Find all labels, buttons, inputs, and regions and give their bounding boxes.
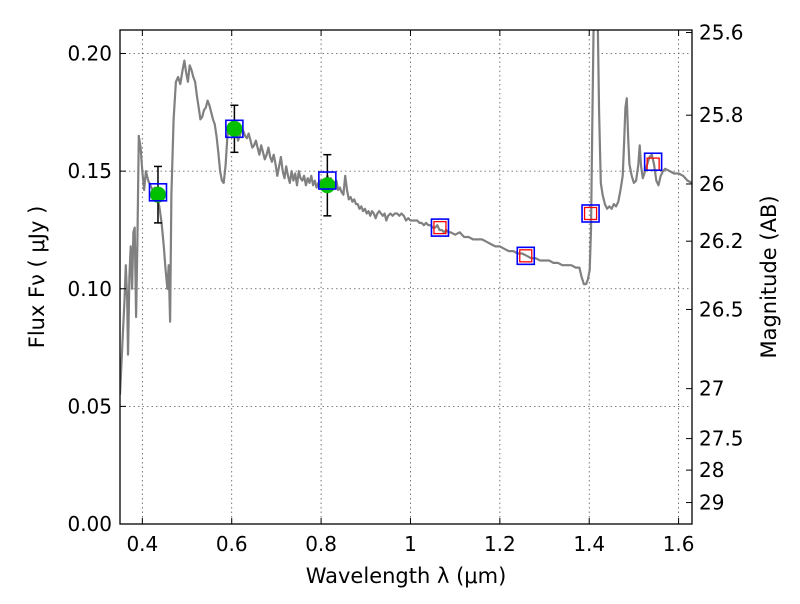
x-axis-label: Wavelength λ (μm)	[306, 564, 507, 588]
upper-limit-marker	[519, 249, 533, 263]
mag-tick-label: 27.5	[699, 427, 744, 451]
model-flux-box	[148, 183, 168, 202]
x-tick-label: 0.4	[126, 532, 158, 556]
ticks: 0.4 0.6 0.8 1 1.2 1.4 1.6 0.00 0.05 0.10 0.15 0.20 2…	[67, 21, 743, 556]
mag-tick-label: 26.2	[699, 229, 744, 253]
mag-tick-label: 29	[699, 491, 724, 515]
mag-tick-label: 25.6	[699, 21, 744, 45]
mag-tick-label: 26	[699, 172, 724, 196]
y-tick-label: 0.20	[67, 42, 112, 66]
model-flux-box	[430, 218, 450, 237]
y2-axis-label: Magnitude (AB)	[757, 195, 781, 358]
x-tick-label: 1.6	[663, 532, 695, 556]
plot-frame	[119, 29, 693, 525]
points-layer	[148, 104, 663, 266]
y-tick-label: 0.05	[67, 394, 112, 418]
photometry-point	[226, 120, 243, 137]
model-flux-box	[318, 171, 337, 190]
model-flux-box	[225, 119, 244, 139]
photometry-point	[149, 186, 166, 203]
model-flux-box	[581, 204, 600, 223]
model-flux-box	[643, 152, 663, 172]
y-tick-label: 0.10	[67, 277, 112, 301]
spectrum-layer	[120, 30, 692, 395]
spectrum-line	[120, 30, 692, 395]
photometry-point	[319, 177, 336, 194]
mag-tick-label: 28	[699, 458, 724, 482]
mag-tick-label: 26.5	[699, 297, 744, 321]
mag-tick-label: 27	[699, 377, 724, 401]
x-tick-label: 1	[404, 532, 417, 556]
upper-limit-marker	[583, 206, 598, 221]
x-tick-label: 0.6	[216, 532, 248, 556]
x-tick-label: 1.4	[573, 532, 605, 556]
upper-limit-marker	[433, 220, 447, 235]
x-tick-label: 0.8	[305, 532, 337, 556]
y-axis-label: Flux Fν ( μJy )	[25, 206, 49, 349]
y-tick-label: 0.00	[67, 512, 112, 536]
model-flux-box	[516, 246, 536, 266]
mag-tick-label: 25.8	[699, 103, 744, 127]
x-tick-label: 1.2	[484, 532, 516, 556]
y-tick-label: 0.15	[67, 159, 112, 183]
